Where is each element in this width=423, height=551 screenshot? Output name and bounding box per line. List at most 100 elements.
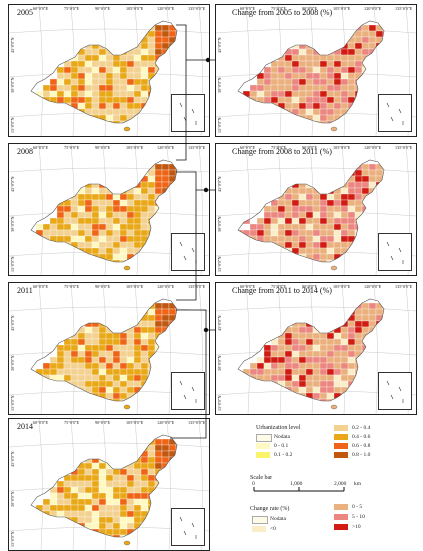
region-cell [270,253,279,261]
region-cell [56,368,65,376]
region-cell [119,380,128,388]
region-cell [312,114,321,122]
region-cell [161,314,170,322]
region-cell [140,462,149,470]
region-cell [105,205,114,213]
region-cell [375,211,384,219]
region-cell [77,516,86,524]
region-cell [312,66,321,74]
longitude-label: 90°0'0"E [302,284,318,289]
region-cell [70,223,79,231]
region-cell [119,314,128,322]
region-cell [354,223,363,231]
region-cell [84,223,93,231]
region-cell [161,444,170,452]
region-cell [140,438,149,446]
region-cell [42,181,51,189]
region-cell [56,84,65,92]
region-cell [161,450,170,458]
region-cell [140,492,149,500]
region-cell [56,362,65,370]
region-cell [70,492,79,500]
region-cell [140,72,149,80]
region-cell [112,120,121,123]
region-cell [154,368,163,376]
region-cell [91,356,100,364]
region-cell [105,235,114,243]
region-cell [298,223,307,231]
region-cell [270,247,279,255]
region-cell [140,386,149,394]
longitude-label: 75°0'0"E [64,6,80,11]
region-cell [284,235,293,243]
hainan-island [330,126,338,132]
region-cell [305,338,314,346]
region-cell [291,229,300,237]
region-cell [277,374,286,382]
region-cell [291,120,300,123]
region-cell [105,66,114,74]
region-cell [91,362,100,370]
region-cell [347,392,356,400]
region-cell [347,338,356,346]
region-cell [333,350,342,358]
region-cell [368,314,377,322]
region-cell [326,332,335,340]
region-cell [333,48,342,56]
region-cell [119,320,128,328]
region-cell [42,42,51,50]
region-cell [298,78,307,86]
region-cell [242,120,251,123]
region-cell [112,444,121,452]
region-cell [119,223,128,231]
region-cell [361,96,370,104]
region-cell [140,468,149,476]
region-cell [161,66,170,74]
region-cell [161,528,170,536]
region-cell [312,96,321,104]
region-cell [126,181,135,189]
region-cell [56,374,65,382]
region-cell [238,108,244,116]
region-cell [140,247,149,255]
region-cell [305,90,314,98]
region-cell [284,90,293,98]
region-cell [35,96,44,104]
region-cell [42,498,51,506]
region-cell [354,362,363,370]
region-cell [242,235,251,243]
region-cell [326,253,335,261]
region-cell [63,205,72,213]
region-cell [168,211,177,219]
region-cell [105,356,114,364]
region-cell [70,84,79,92]
region-cell [42,247,51,255]
region-cell [161,120,170,123]
region-cell [333,308,342,316]
region-cell [347,398,356,401]
region-cell [56,350,65,358]
region-cell [119,259,128,262]
region-cell [112,398,121,401]
region-cell [333,302,342,310]
region-cell [77,344,86,352]
longitude-label: 120°0'0"E [157,145,175,150]
region-cell [63,368,72,376]
region-cell [56,480,65,488]
region-cell [147,48,156,56]
region-cell [175,320,177,328]
region-cell [368,241,377,249]
region-cell [175,217,177,225]
region-cell [354,241,363,249]
region-cell [361,259,370,262]
region-cell [291,181,300,189]
south-china-sea-inset [171,508,205,546]
region-cell [161,235,170,243]
region-cell [63,380,72,388]
region-cell [291,102,300,110]
region-cell [340,163,349,171]
region-cell [133,193,142,201]
region-cell [284,30,293,38]
region-cell [105,84,114,92]
region-cell [98,368,107,376]
